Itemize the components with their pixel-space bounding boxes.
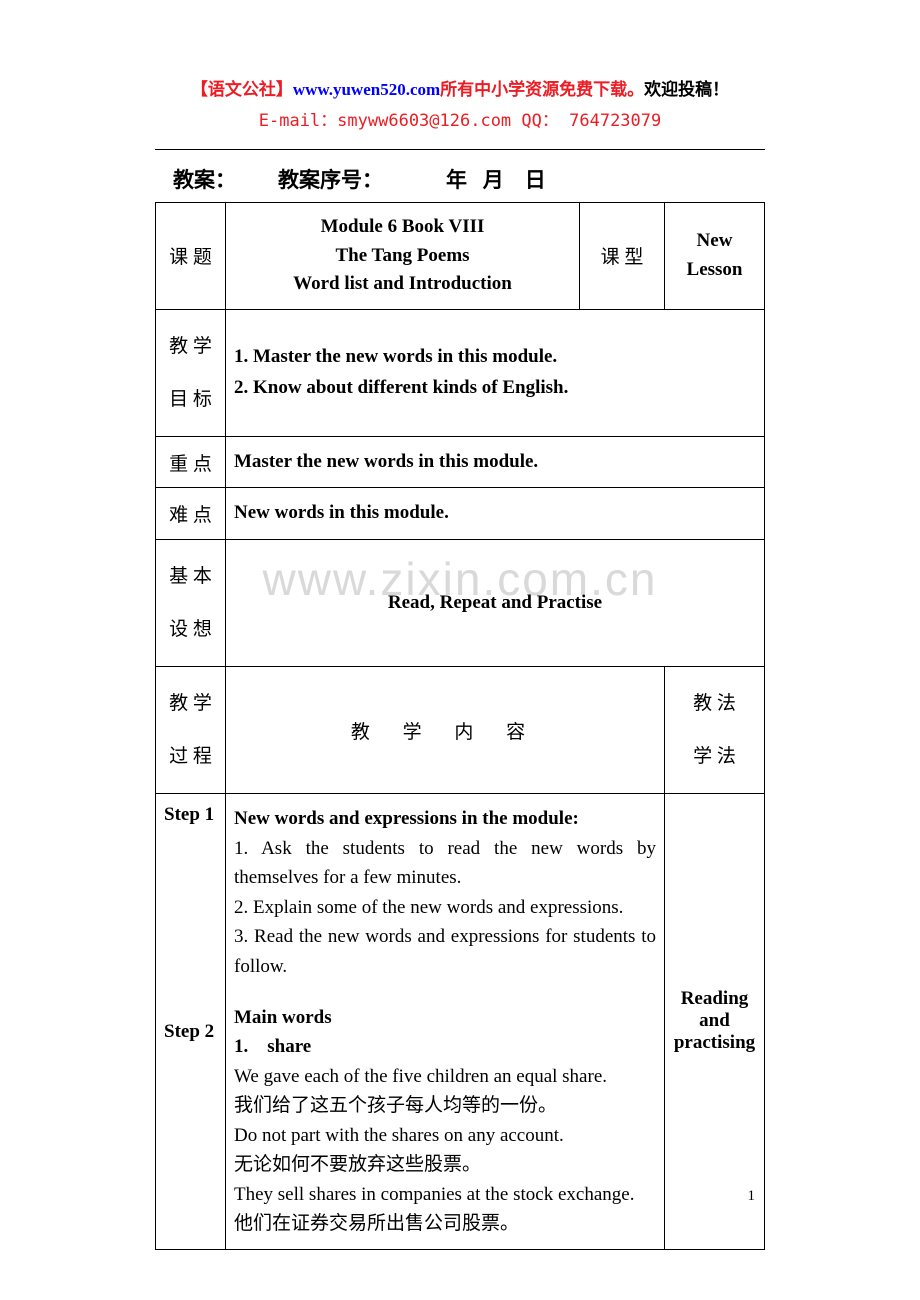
email-label: E-mail： bbox=[259, 111, 337, 131]
header-brand-line: 【语文公社】www.yuwen520.com所有中小学资源免费下载。欢迎投稿！ bbox=[155, 75, 765, 100]
bracket-open: 【 bbox=[191, 80, 208, 99]
month-label: 月 bbox=[483, 168, 504, 192]
email-value: smyww6603@126.com bbox=[337, 111, 511, 131]
row-key: 重 点 Master the new words in this module. bbox=[156, 436, 765, 487]
row-difficult: 难 点 New words in this module. bbox=[156, 488, 765, 539]
year-label: 年 bbox=[446, 168, 467, 192]
header-contact-line: E-mail：smyww6603@126.com QQ： 764723079 bbox=[155, 106, 765, 131]
method-text-1: Reading bbox=[673, 988, 756, 1010]
cell-difficult-label: 难 点 bbox=[156, 488, 226, 539]
step2-word1: 1. share bbox=[234, 1032, 656, 1061]
page-container: 【语文公社】www.yuwen520.com所有中小学资源免费下载。欢迎投稿！ … bbox=[0, 0, 920, 1250]
lesson-type-1: New bbox=[673, 227, 756, 256]
step2-eg2-cn: 无论如何不要放弃这些股票。 bbox=[234, 1150, 656, 1179]
day-label: 日 bbox=[525, 168, 546, 192]
row-goal: 教 学 目 标 1. Master the new words in this … bbox=[156, 309, 765, 436]
module-line1: Module 6 Book VIII bbox=[234, 213, 571, 242]
tagline-1: 所有中小学资源免费下载。 bbox=[440, 80, 644, 99]
lesson-plan-table: 课 题 Module 6 Book VIII The Tang Poems Wo… bbox=[155, 202, 765, 1250]
step2-eg3-en: They sell shares in companies at the sto… bbox=[234, 1180, 656, 1209]
plan-label: 教案： bbox=[173, 168, 236, 192]
row-topic: 课 题 Module 6 Book VIII The Tang Poems Wo… bbox=[156, 203, 765, 310]
goal-text-2: 2. Know about different kinds of English… bbox=[234, 373, 756, 403]
process-label-1: 教 学 bbox=[164, 677, 217, 730]
bracket-close: 】 bbox=[276, 80, 293, 99]
row-basic: 基 本 设 想 Read, Repeat and Practise bbox=[156, 539, 765, 666]
qq-label: QQ： bbox=[511, 111, 559, 131]
divider-line bbox=[155, 149, 765, 150]
cell-basic-label: 基 本 设 想 bbox=[156, 539, 226, 666]
method-label-1: 教 法 bbox=[673, 677, 756, 730]
cell-step-labels: Step 1 Step 2 bbox=[156, 794, 226, 1249]
cell-process-label: 教 学 过 程 bbox=[156, 667, 226, 794]
row-steps: Step 1 Step 2 New words and expressions … bbox=[156, 794, 765, 1249]
step2-eg1-cn: 我们给了这五个孩子每人均等的一份。 bbox=[234, 1091, 656, 1120]
step1-item1: 1. Ask the students to read the new word… bbox=[234, 834, 656, 893]
title-row: 教案： 教案序号： 年 月 日 bbox=[155, 158, 765, 202]
row-process-header: 教 学 过 程 教 学 内 容 教 法 学 法 bbox=[156, 667, 765, 794]
step2-eg1-en: We gave each of the five children an equ… bbox=[234, 1062, 656, 1091]
step1-item3: 3. Read the new words and expressions fo… bbox=[234, 922, 656, 981]
step2-eg2-en: Do not part with the shares on any accou… bbox=[234, 1121, 656, 1150]
brand-name: 语文公社 bbox=[208, 80, 276, 99]
cell-content-label: 教 学 内 容 bbox=[226, 667, 665, 794]
basic-label-2: 设 想 bbox=[164, 603, 217, 656]
tagline-2: 欢迎投稿！ bbox=[644, 80, 729, 99]
goal-text-1: 1. Master the new words in this module. bbox=[234, 342, 756, 372]
site-url: www.yuwen520.com bbox=[293, 80, 440, 99]
step2-label: Step 2 bbox=[164, 1021, 217, 1043]
cell-basic-content: Read, Repeat and Practise bbox=[226, 539, 765, 666]
qq-value: 764723079 bbox=[559, 111, 661, 131]
cell-topic-label: 课 题 bbox=[156, 203, 226, 310]
module-line2: The Tang Poems bbox=[234, 242, 571, 271]
lesson-type-2: Lesson bbox=[673, 256, 756, 285]
goal-label-1: 教 学 bbox=[164, 320, 217, 373]
method-text-3: practising bbox=[673, 1032, 756, 1054]
method-text-2: and bbox=[673, 1010, 756, 1032]
cell-key-label: 重 点 bbox=[156, 436, 226, 487]
cell-method-label: 教 法 学 法 bbox=[665, 667, 765, 794]
step2-title: Main words bbox=[234, 1003, 656, 1032]
cell-goal-label: 教 学 目 标 bbox=[156, 309, 226, 436]
cell-step-content: New words and expressions in the module:… bbox=[226, 794, 665, 1249]
content-label-text: 教 学 内 容 bbox=[351, 722, 539, 743]
method-label-2: 学 法 bbox=[673, 730, 756, 783]
seq-label: 教案序号： bbox=[278, 168, 383, 192]
cell-lesson-type: New Lesson bbox=[665, 203, 765, 310]
step2-eg3-cn: 他们在证券交易所出售公司股票。 bbox=[234, 1209, 656, 1238]
cell-difficult-content: New words in this module. bbox=[226, 488, 765, 539]
cell-type-label: 课 型 bbox=[580, 203, 665, 310]
cell-method-content: Reading and practising bbox=[665, 794, 765, 1249]
cell-goal-content: 1. Master the new words in this module. … bbox=[226, 309, 765, 436]
step1-item2: 2. Explain some of the new words and exp… bbox=[234, 893, 656, 922]
step1-label: Step 1 bbox=[164, 804, 217, 826]
cell-key-content: Master the new words in this module. bbox=[226, 436, 765, 487]
basic-label-1: 基 本 bbox=[164, 550, 217, 603]
module-line3: Word list and Introduction bbox=[234, 270, 571, 299]
process-label-2: 过 程 bbox=[164, 730, 217, 783]
cell-module-title: Module 6 Book VIII The Tang Poems Word l… bbox=[226, 203, 580, 310]
goal-label-2: 目 标 bbox=[164, 373, 217, 426]
step1-title: New words and expressions in the module: bbox=[234, 804, 656, 833]
